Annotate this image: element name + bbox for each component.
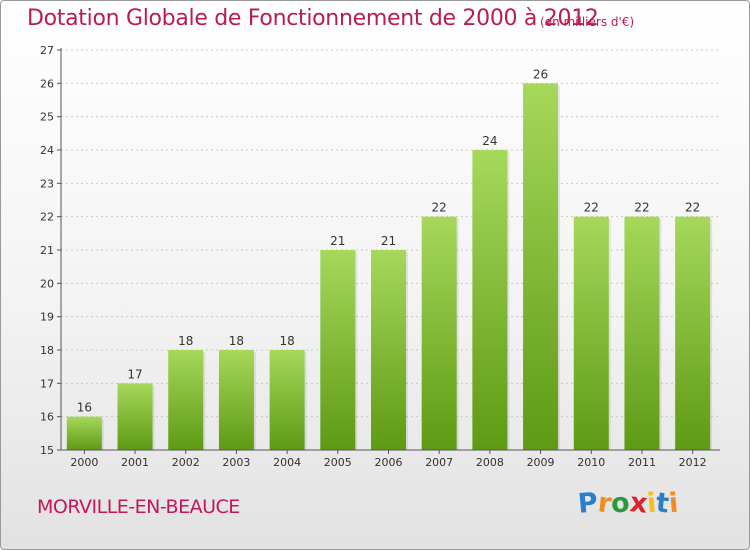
y-tick-label-17: 17 xyxy=(40,377,54,390)
logo-letter: i xyxy=(667,487,680,520)
data-label-2001: 17 xyxy=(127,367,142,381)
y-tick-label-23: 23 xyxy=(40,177,54,190)
y-tick-label-19: 19 xyxy=(40,311,54,324)
y-tick-label-15: 15 xyxy=(40,444,54,457)
bar-2002 xyxy=(168,350,204,450)
proxiti-logo: Proxiti xyxy=(577,487,680,520)
y-tick-label-24: 24 xyxy=(40,144,54,157)
y-tick-label-26: 26 xyxy=(40,77,54,90)
x-tick-label-2006: 2006 xyxy=(375,456,403,469)
axes xyxy=(57,48,720,454)
x-tick-label-2003: 2003 xyxy=(222,456,250,469)
bar-2006 xyxy=(371,250,406,450)
x-tick-label-2008: 2008 xyxy=(476,456,504,469)
data-label-2002: 18 xyxy=(178,334,193,348)
bar-2010 xyxy=(573,216,609,450)
bars xyxy=(66,83,713,450)
data-label-2003: 18 xyxy=(229,334,244,348)
data-label-2012: 22 xyxy=(685,201,700,215)
bar-2007 xyxy=(421,216,457,450)
x-tick-label-2001: 2001 xyxy=(121,456,149,469)
bar-2004 xyxy=(269,350,305,450)
x-tick-label-2005: 2005 xyxy=(324,456,352,469)
data-label-2004: 18 xyxy=(279,334,294,348)
bar-2000 xyxy=(66,416,102,450)
chart-title: Dotation Globale de Fonctionnement de 20… xyxy=(27,6,599,31)
y-tick-label-27: 27 xyxy=(40,44,54,57)
y-tick-label-18: 18 xyxy=(40,344,54,357)
x-tick-label-2007: 2007 xyxy=(425,456,453,469)
bar-2003 xyxy=(218,350,254,450)
data-label-2010: 22 xyxy=(584,201,599,215)
y-tick-label-20: 20 xyxy=(40,277,54,290)
x-tick-label-2000: 2000 xyxy=(70,456,98,469)
y-tick-label-25: 25 xyxy=(40,111,54,124)
bar-2012 xyxy=(675,216,711,450)
data-label-2011: 22 xyxy=(634,201,649,215)
x-tick-label-2004: 2004 xyxy=(273,456,301,469)
data-label-2009: 26 xyxy=(533,67,548,81)
labels: 15 16 17 18 19 20 21 22 23 24 25 26 27 16 2000 17 2001 18… xyxy=(40,44,707,469)
data-label-2007: 22 xyxy=(432,201,447,215)
data-label-2006: 21 xyxy=(381,234,396,248)
y-tick-label-22: 22 xyxy=(40,211,54,224)
bar-2009 xyxy=(523,83,559,450)
chart-subtitle: (en milliers d'€) xyxy=(540,15,635,29)
data-label-2005: 21 xyxy=(330,234,345,248)
x-tick-label-2010: 2010 xyxy=(577,456,605,469)
x-tick-label-2002: 2002 xyxy=(172,456,200,469)
x-tick-label-2012: 2012 xyxy=(679,456,707,469)
bar-2011 xyxy=(624,216,660,450)
x-tick-label-2009: 2009 xyxy=(527,456,555,469)
bar-2008 xyxy=(472,150,508,450)
bar-2001 xyxy=(117,383,153,450)
bar-2005 xyxy=(320,250,356,450)
data-label-2000: 16 xyxy=(77,401,92,415)
y-tick-label-16: 16 xyxy=(40,411,54,424)
commune-name: MORVILLE-EN-BEAUCE xyxy=(37,496,240,518)
data-label-2008: 24 xyxy=(482,134,497,148)
y-tick-label-21: 21 xyxy=(40,244,54,257)
x-tick-label-2011: 2011 xyxy=(628,456,656,469)
